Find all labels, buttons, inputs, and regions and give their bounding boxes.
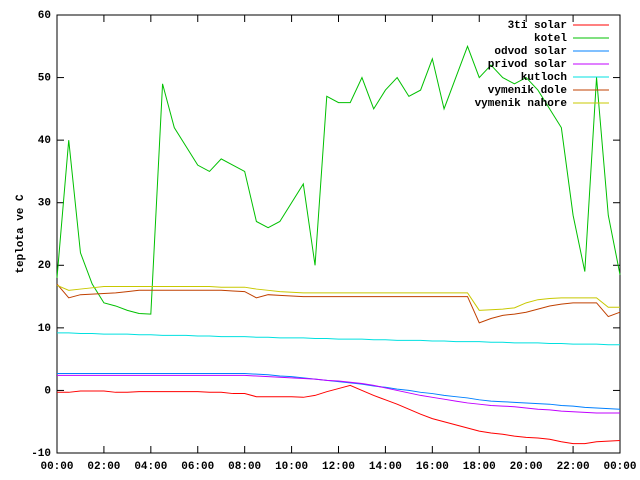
x-tick-label: 18:00 xyxy=(463,461,496,473)
x-tick-label: 04:00 xyxy=(134,461,167,473)
series-line xyxy=(56,283,621,324)
x-tick-label: 02:00 xyxy=(87,461,120,473)
series-line xyxy=(57,374,620,414)
series-line xyxy=(57,373,621,410)
legend-label: odvod solar xyxy=(494,46,567,58)
y-tick-label: 60 xyxy=(38,10,51,22)
x-tick-label: 12:00 xyxy=(322,461,355,473)
y-tick-label: 10 xyxy=(38,323,51,335)
x-tick-label: 00:00 xyxy=(40,461,73,473)
legend-label: privod solar xyxy=(488,59,567,71)
legend-label: kutloch xyxy=(521,72,567,84)
y-tick-label: 20 xyxy=(38,260,51,272)
x-tick-label: 14:00 xyxy=(369,461,402,473)
y-tick-label: 30 xyxy=(38,198,51,210)
x-tick-label: 06:00 xyxy=(181,461,214,473)
x-tick-label: 00:00 xyxy=(603,461,636,473)
x-tick-label: 16:00 xyxy=(416,461,449,473)
y-tick-label: 50 xyxy=(38,72,51,84)
series-line xyxy=(56,44,621,315)
series-line xyxy=(57,384,621,445)
y-tick-label: 0 xyxy=(44,385,51,397)
x-tick-label: 22:00 xyxy=(557,461,590,473)
legend-label: kotel xyxy=(534,33,567,45)
y-tick-label: -10 xyxy=(31,448,51,460)
x-tick-label: 20:00 xyxy=(510,461,543,473)
series-line xyxy=(56,284,620,311)
legend-label: 3ti solar xyxy=(508,20,567,32)
y-tick-label: 40 xyxy=(38,135,51,147)
legend-label: vymenik nahore xyxy=(475,98,568,110)
series-line xyxy=(57,332,620,346)
y-axis-label: teplota ve C xyxy=(15,194,27,274)
legend-label: vymenik dole xyxy=(488,85,568,97)
x-tick-label: 10:00 xyxy=(275,461,308,473)
x-tick-label: 08:00 xyxy=(228,461,261,473)
